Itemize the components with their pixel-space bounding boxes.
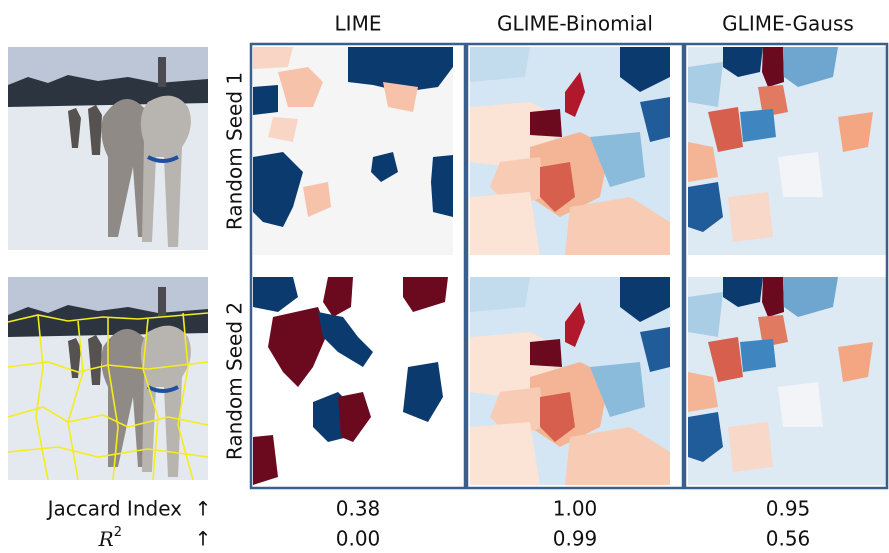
metric-symbol: R [98,527,114,551]
column-header: LIME [335,12,382,36]
column-header: GLIME-Gauss [722,12,854,36]
metric-value: 1.00 [553,497,598,521]
metric-value: 0.38 [336,497,381,521]
metric-value: 0.99 [553,527,598,551]
segmented-image [6,275,210,482]
explanation-map [470,47,670,255]
column-frame [465,42,685,490]
column-frame [683,42,889,490]
column-header: GLIME-Binomial [497,12,653,36]
metric-superscript: 2 [114,525,122,540]
row-label: Random Seed 2 [223,302,247,460]
metric-label: R2 [98,525,122,551]
input-image [6,45,210,252]
explanation-map [688,47,888,255]
metric-label: Jaccard Index [46,497,183,521]
metric-arrow: ↑ [195,497,212,521]
row-label: Random Seed 1 [223,72,247,230]
column-frame [249,42,467,490]
explanation-map [253,47,453,255]
metric-value: 0.95 [766,497,811,521]
metric-value: 0.56 [766,527,811,551]
metric-value: 0.00 [336,527,381,551]
metric-arrow: ↑ [195,527,212,551]
explanation-map [253,277,453,485]
